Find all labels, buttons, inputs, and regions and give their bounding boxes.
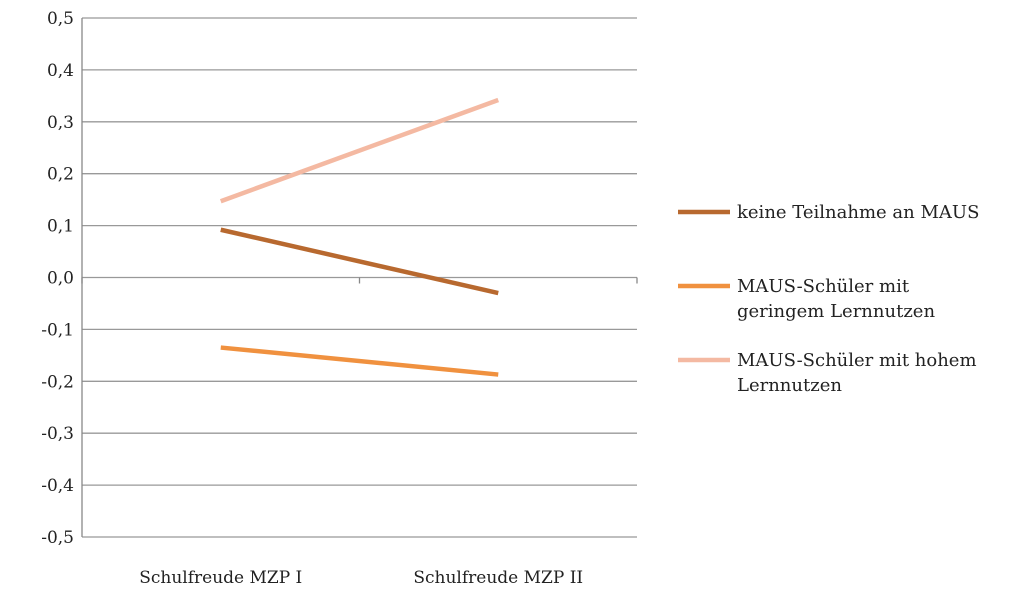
y-tick-label: 0,4 [47,61,74,81]
y-tick-label: -0,4 [41,476,74,496]
legend-entry: keine Teilnahme an MAUS [678,202,979,223]
x-tick-label: Schulfreude MZP I [139,568,302,588]
legend-label: MAUS-Schüler mit hohem Lernnutzen [737,350,977,396]
legend-entry: MAUS-Schüler mit geringem Lernnutzen [678,276,935,322]
y-tick-label: 0,1 [47,217,74,237]
y-tick-label: 0,3 [47,113,74,133]
legend-label: keine Teilnahme an MAUS [737,202,979,223]
series-line [219,97,500,204]
legend-label-line: MAUS-Schüler mit [737,276,910,297]
legend-entry: MAUS-Schüler mit hohem Lernnutzen [678,350,977,396]
series-1 [220,345,499,377]
series-line [220,227,499,296]
y-tick-label: -0,1 [41,320,74,340]
series-line [220,345,499,377]
legend-label-line: MAUS-Schüler mit hohem [737,350,977,371]
y-axis-tick-labels: 0,5 0,4 0,3 0,2 0,1 0,0 -0,1 -0,2 -0,3 -0,4 -0,5 [41,9,74,548]
legend-label-line: Lernnutzen [737,375,842,396]
series-2 [219,97,500,204]
y-tick-label: -0,5 [41,528,74,548]
y-tick-label: 0,5 [47,9,74,29]
y-tick-label: 0,2 [47,165,74,185]
series-0 [220,227,499,296]
legend-label-line: keine Teilnahme an MAUS [737,202,979,223]
x-tick-label: Schulfreude MZP II [413,568,583,588]
legend: keine Teilnahme an MAUS MAUS-Schüler mit g… [678,202,979,396]
y-tick-label: -0,3 [41,424,74,444]
y-tick-label: -0,2 [41,372,74,392]
legend-label-line: geringem Lernnutzen [737,301,935,322]
y-tick-label: 0,0 [47,269,74,289]
x-axis-tick-labels: Schulfreude MZP I Schulfreude MZP II [139,568,583,588]
axes [81,18,638,537]
data-series [219,97,500,377]
legend-label: MAUS-Schüler mit geringem Lernnutzen [737,276,935,322]
